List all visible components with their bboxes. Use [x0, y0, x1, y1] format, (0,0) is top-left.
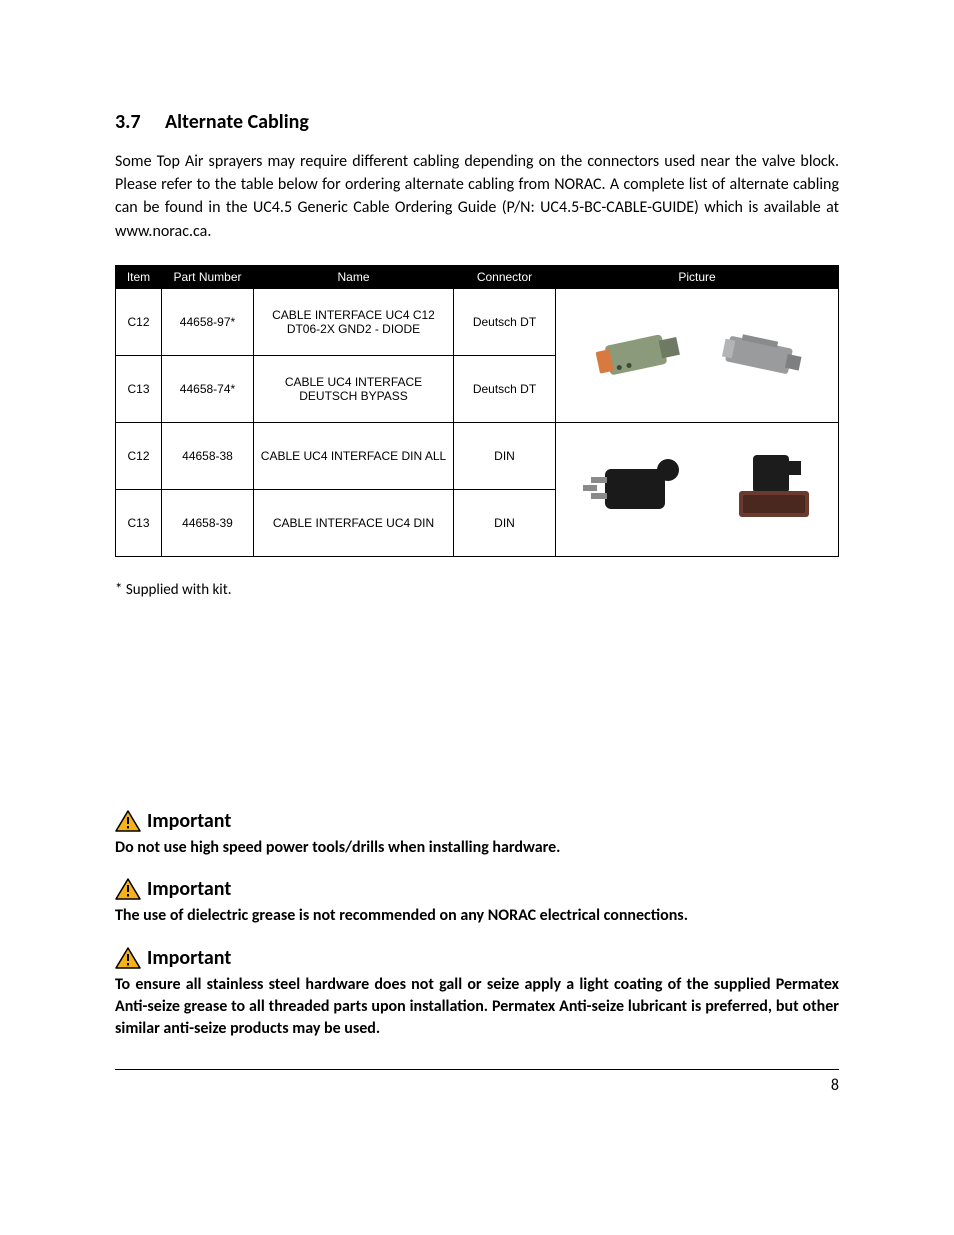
col-item: Item	[116, 265, 162, 288]
callout-body: Do not use high speed power tools/drills…	[115, 837, 839, 859]
section-heading: 3.7 Alternate Cabling	[115, 110, 839, 134]
cabling-table: Item Part Number Name Connector Picture …	[115, 265, 839, 557]
cell-item: C13	[116, 355, 162, 422]
callout-body: To ensure all stainless steel hardware d…	[115, 974, 839, 1041]
cell-item: C12	[116, 422, 162, 489]
section-number: 3.7	[115, 110, 165, 134]
callout-heading: Important	[115, 809, 839, 833]
callout-title: Important	[147, 877, 231, 901]
callout-heading: Important	[115, 877, 839, 901]
section-title: Alternate Cabling	[165, 110, 309, 134]
callout-important: Important Do not use high speed power to…	[115, 809, 839, 859]
col-part-number: Part Number	[162, 265, 254, 288]
cell-picture-deutsch	[556, 288, 839, 422]
col-picture: Picture	[556, 265, 839, 288]
page-number: 8	[115, 1076, 839, 1095]
footer-rule	[115, 1069, 839, 1070]
cell-item: C13	[116, 489, 162, 556]
cell-picture-din	[556, 422, 839, 556]
cell-name: CABLE UC4 INTERFACE DEUTSCH BYPASS	[254, 355, 454, 422]
callout-list: Important Do not use high speed power to…	[115, 809, 839, 1041]
warning-icon	[115, 947, 141, 969]
table-footnote: * Supplied with kit.	[115, 581, 839, 599]
callout-body: The use of dielectric grease is not reco…	[115, 905, 839, 927]
warning-icon	[115, 878, 141, 900]
callout-heading: Important	[115, 946, 839, 970]
cell-name: CABLE UC4 INTERFACE DIN ALL	[254, 422, 454, 489]
table-row: C12 44658-97* CABLE INTERFACE UC4 C12 DT…	[116, 288, 839, 355]
callout-important: Important The use of dielectric grease i…	[115, 877, 839, 927]
document-page: 3.7 Alternate Cabling Some Top Air spray…	[0, 0, 954, 1235]
col-connector: Connector	[454, 265, 556, 288]
deutsch-plug-icon	[585, 320, 685, 390]
cell-connector: DIN	[454, 422, 556, 489]
din-plug-icon	[565, 449, 685, 529]
cell-item: C12	[116, 288, 162, 355]
cell-part-number: 44658-39	[162, 489, 254, 556]
col-name: Name	[254, 265, 454, 288]
deutsch-receptacle-icon	[709, 320, 809, 390]
cell-connector: Deutsch DT	[454, 288, 556, 355]
cell-part-number: 44658-74*	[162, 355, 254, 422]
warning-icon	[115, 810, 141, 832]
din-solenoid-icon	[709, 449, 829, 529]
cell-connector: DIN	[454, 489, 556, 556]
callout-title: Important	[147, 946, 231, 970]
table-row: C12 44658-38 CABLE UC4 INTERFACE DIN ALL…	[116, 422, 839, 489]
table-header-row: Item Part Number Name Connector Picture	[116, 265, 839, 288]
connector-image-deutsch	[562, 320, 832, 390]
intro-paragraph: Some Top Air sprayers may require differ…	[115, 150, 839, 243]
cell-part-number: 44658-38	[162, 422, 254, 489]
cell-connector: Deutsch DT	[454, 355, 556, 422]
connector-image-din	[562, 449, 832, 529]
cell-name: CABLE INTERFACE UC4 C12 DT06-2X GND2 - D…	[254, 288, 454, 355]
callout-important: Important To ensure all stainless steel …	[115, 946, 839, 1041]
callout-title: Important	[147, 809, 231, 833]
cell-name: CABLE INTERFACE UC4 DIN	[254, 489, 454, 556]
cell-part-number: 44658-97*	[162, 288, 254, 355]
